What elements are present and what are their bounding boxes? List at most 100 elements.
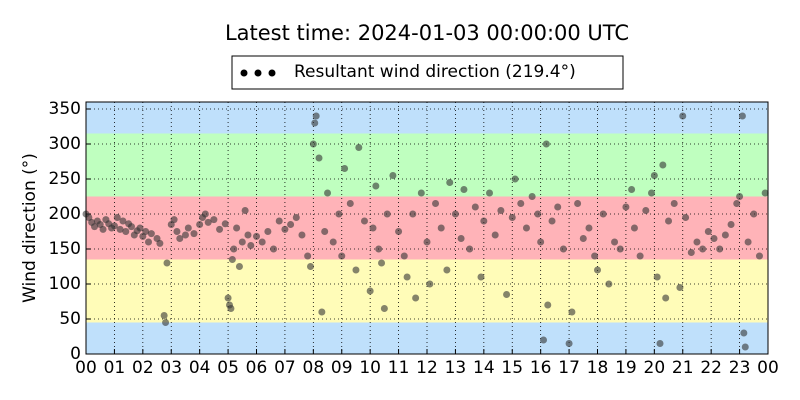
x-tick-label: 03 xyxy=(160,358,182,378)
data-point xyxy=(116,225,124,233)
data-point xyxy=(591,252,599,260)
y-tick-label: 150 xyxy=(49,239,81,259)
data-point xyxy=(162,319,170,326)
data-point xyxy=(750,210,758,218)
data-point xyxy=(412,294,420,302)
data-point xyxy=(224,294,232,302)
data-point xyxy=(650,172,658,179)
chart-title: Latest time: 2024-01-03 00:00:00 UTC xyxy=(225,21,629,45)
data-point xyxy=(238,238,246,246)
x-tick-label: 20 xyxy=(644,358,666,378)
data-point xyxy=(630,224,638,232)
data-point xyxy=(400,252,408,260)
data-point xyxy=(335,210,343,218)
data-point xyxy=(511,175,519,183)
x-tick-label: 10 xyxy=(359,358,381,378)
data-point xyxy=(304,252,312,260)
legend-marker xyxy=(240,69,248,77)
data-point xyxy=(216,225,224,233)
x-tick-label: 05 xyxy=(217,358,239,378)
data-point xyxy=(170,216,178,224)
x-tick-label: 19 xyxy=(615,358,637,378)
data-point xyxy=(298,231,306,239)
data-point xyxy=(309,140,317,148)
legend-box xyxy=(231,55,624,90)
data-point xyxy=(190,230,198,238)
data-point xyxy=(321,228,329,235)
x-tick-label: 16 xyxy=(530,358,552,378)
plot-frame xyxy=(85,101,769,355)
data-point xyxy=(346,200,354,207)
x-tick-label: 01 xyxy=(104,358,126,378)
data-point xyxy=(375,245,383,253)
data-point xyxy=(372,182,380,190)
data-point xyxy=(727,221,735,228)
data-point xyxy=(113,214,121,221)
direction-band xyxy=(86,102,768,134)
x-tick-label: 18 xyxy=(587,358,609,378)
data-point xyxy=(574,200,582,207)
data-point xyxy=(508,214,516,221)
data-point xyxy=(616,245,624,253)
y-tick-label: 50 xyxy=(59,309,81,329)
data-point xyxy=(210,216,218,224)
data-point xyxy=(585,224,593,232)
x-tick-label: 09 xyxy=(331,358,353,378)
data-point xyxy=(324,189,332,197)
data-point xyxy=(537,238,545,246)
data-point xyxy=(369,224,377,232)
data-point xyxy=(636,252,644,260)
data-point xyxy=(423,238,431,246)
data-point xyxy=(682,214,690,221)
x-tick-label: 02 xyxy=(132,358,154,378)
x-tick-label: 07 xyxy=(274,358,296,378)
data-point xyxy=(451,210,459,218)
data-point xyxy=(383,210,391,218)
data-point xyxy=(642,207,650,214)
data-point xyxy=(599,210,607,218)
data-point xyxy=(733,200,741,207)
data-point xyxy=(471,203,479,211)
data-point xyxy=(163,259,171,267)
data-point xyxy=(579,235,587,242)
data-point xyxy=(528,193,536,200)
x-tick-label: 08 xyxy=(303,358,325,378)
data-point xyxy=(565,340,573,347)
data-point xyxy=(693,238,701,246)
data-point xyxy=(409,210,417,218)
data-point xyxy=(761,189,769,197)
data-point xyxy=(628,186,636,193)
data-point xyxy=(270,245,278,253)
data-point xyxy=(491,231,499,239)
data-point xyxy=(611,238,619,246)
data-point xyxy=(315,154,323,162)
data-point xyxy=(247,242,255,249)
data-point xyxy=(181,231,189,239)
data-point xyxy=(110,222,118,230)
x-tick-label: 13 xyxy=(445,358,467,378)
data-point xyxy=(253,232,260,240)
data-point xyxy=(389,172,397,179)
data-point xyxy=(204,218,212,226)
data-point xyxy=(710,235,718,242)
data-point xyxy=(534,210,542,218)
legend-label: Resultant wind direction (219.4°) xyxy=(294,62,576,82)
data-point xyxy=(360,217,368,225)
x-tick-label: 00 xyxy=(757,358,779,378)
x-tick-label: 17 xyxy=(558,358,580,378)
data-point xyxy=(477,273,485,281)
data-point xyxy=(366,287,374,295)
data-point xyxy=(676,284,684,291)
data-point xyxy=(227,305,235,312)
data-point xyxy=(554,203,562,211)
data-point xyxy=(486,189,494,197)
y-tick-label: 100 xyxy=(49,274,81,294)
data-point xyxy=(457,235,465,242)
data-point xyxy=(443,266,451,274)
data-point xyxy=(647,189,655,197)
data-point xyxy=(221,220,229,228)
data-point xyxy=(744,238,752,246)
data-point xyxy=(230,245,238,253)
data-point xyxy=(292,214,300,221)
data-point xyxy=(287,221,295,228)
